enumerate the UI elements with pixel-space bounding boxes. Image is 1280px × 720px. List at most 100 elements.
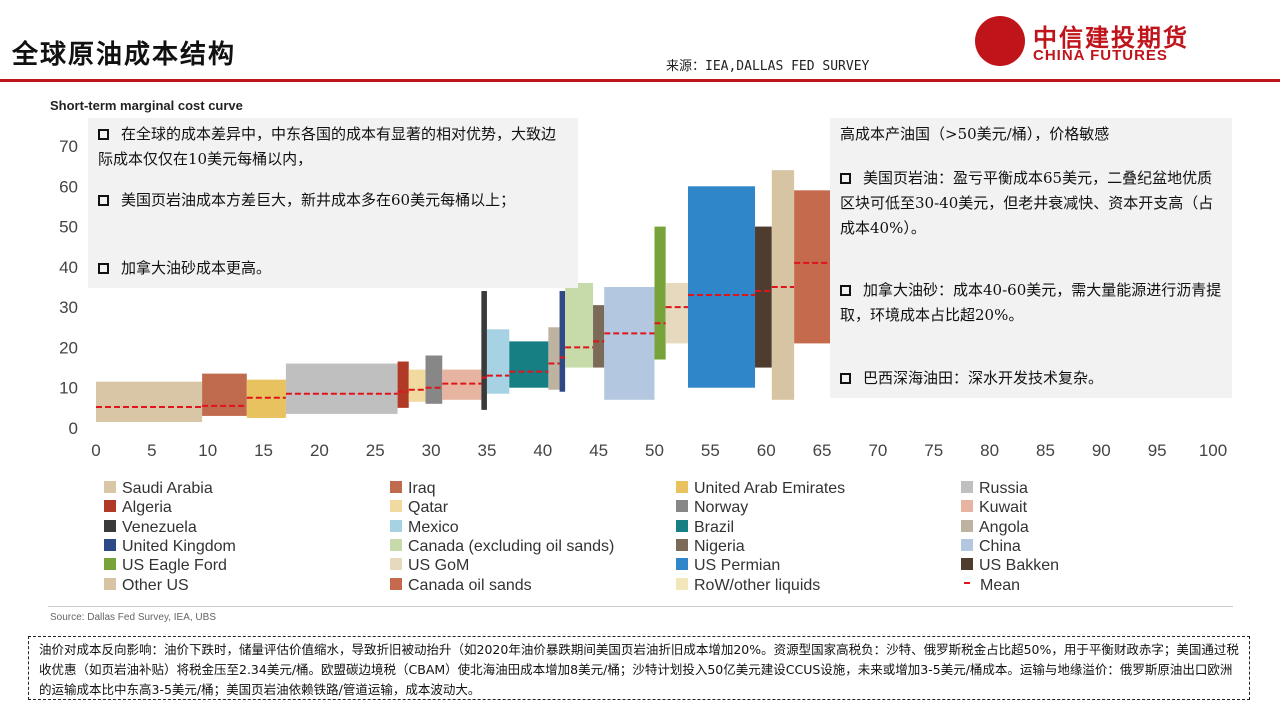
bar-russia	[285, 363, 398, 414]
x-tick-label: 45	[589, 441, 608, 460]
x-tick-label: 75	[924, 441, 943, 460]
left-callout-item-1: 在全球的成本差异中，中东各国的成本有显著的相对优势，大致边际成本仅仅在10美元每…	[98, 125, 557, 168]
legend-item: Norway	[676, 499, 748, 517]
legend-label: Iraq	[408, 480, 436, 497]
bar-nigeria	[593, 305, 605, 368]
bar-norway	[425, 355, 443, 404]
x-tick-label: 80	[980, 441, 999, 460]
bar-us-eagle-ford	[654, 226, 666, 360]
checkbox-icon	[840, 173, 851, 184]
legend-label: RoW/other liquids	[694, 576, 821, 594]
x-tick-label: 55	[701, 441, 720, 460]
legend-label: Venezuela	[122, 518, 197, 536]
x-tick-label: 0	[91, 441, 100, 460]
bar-canada-oil-sands	[794, 190, 834, 344]
checkbox-icon	[98, 263, 109, 274]
legend-item: Brazil	[676, 519, 734, 537]
legend-swatch	[104, 500, 116, 513]
legend-item: Mexico	[390, 519, 459, 537]
legend-label: China	[979, 537, 1021, 555]
x-tick-label: 65	[813, 441, 832, 460]
legend-item: Angola	[961, 519, 1029, 537]
legend-label: Brazil	[694, 518, 735, 536]
x-tick-label: 90	[1092, 441, 1111, 460]
legend-label: Mexico	[408, 518, 459, 536]
checkbox-icon	[840, 373, 851, 384]
source-divider	[48, 606, 1233, 607]
legend-label: United Arab Emirates	[694, 480, 846, 497]
bar-angola	[548, 327, 560, 390]
legend-swatch	[961, 558, 973, 571]
right-callout-item-2: 加拿大油砂：成本40-60美元，需大量能源进行沥青提取，环境成本占比超20%。	[840, 281, 1222, 324]
logo-emblem-icon	[975, 16, 1025, 66]
right-callout-item-1: 美国页岩油：盈亏平衡成本65美元，二叠纪盆地优质区块可低至30-40美元，但老井…	[840, 169, 1214, 237]
left-callout: 在全球的成本差异中，中东各国的成本有显著的相对优势，大致边际成本仅仅在10美元每…	[88, 118, 578, 288]
y-tick-label: 50	[59, 218, 78, 237]
bar-mexico	[486, 329, 510, 394]
bar-saudi-arabia	[96, 381, 203, 422]
x-tick-label: 30	[422, 441, 441, 460]
legend-item: Canada oil sands	[390, 577, 532, 595]
legend-label: US Permian	[694, 557, 781, 575]
bar-other-us	[771, 170, 795, 400]
right-callout: 高成本产油国（>50美元/桶），价格敏感 美国页岩油：盈亏平衡成本65美元，二叠…	[830, 118, 1232, 398]
bar-canada-excluding-oil-sands	[565, 282, 594, 368]
bar-algeria	[397, 361, 409, 408]
legend-swatch	[676, 519, 688, 532]
left-callout-item-3: 加拿大油砂成本更高。	[98, 256, 568, 281]
legend-swatch	[676, 558, 688, 571]
legend-item: Saudi Arabia	[104, 480, 213, 498]
bar-united-arab-emirates	[246, 379, 286, 418]
legend-swatch	[390, 558, 402, 571]
legend-item: United Arab Emirates	[676, 480, 845, 498]
legend-label: Algeria	[122, 499, 172, 517]
legend-label: Russia	[979, 480, 1028, 497]
legend-swatch	[104, 538, 116, 551]
x-tick-label: 70	[868, 441, 887, 460]
chart-heading: Short-term marginal cost curve	[50, 98, 243, 113]
legend-swatch	[390, 500, 402, 513]
right-callout-heading: 高成本产油国（>50美元/桶），价格敏感	[840, 125, 1110, 143]
legend-label: Kuwait	[979, 499, 1028, 517]
legend-swatch	[390, 538, 402, 551]
bar-qatar	[408, 369, 426, 402]
legend-label: US GoM	[408, 557, 470, 575]
legend-swatch	[961, 538, 973, 551]
x-tick-label: 95	[1148, 441, 1167, 460]
x-tick-label: 40	[533, 441, 552, 460]
checkbox-icon	[98, 129, 109, 140]
legend-item: Qatar	[390, 499, 448, 517]
legend-item: RoW/other liquids	[676, 577, 820, 595]
bar-us-permian	[688, 186, 756, 388]
legend-swatch	[104, 577, 116, 590]
legend-label: Canada (excluding oil sands)	[408, 537, 615, 555]
legend-item: Algeria	[104, 499, 172, 517]
legend-label: US Eagle Ford	[122, 557, 227, 575]
legend-swatch	[676, 538, 688, 551]
legend-swatch	[104, 519, 116, 532]
y-tick-label: 0	[69, 419, 78, 438]
x-tick-label: 5	[147, 441, 156, 460]
legend-label: Norway	[694, 499, 749, 517]
x-tick-label: 85	[1036, 441, 1055, 460]
legend-swatch	[961, 500, 973, 513]
company-logo: 中信建投期货 CHINA FUTURES	[975, 16, 1275, 71]
legend-item: Russia	[961, 480, 1028, 498]
left-callout-item-2: 美国页岩油成本方差巨大，新井成本多在60美元每桶以上；	[98, 188, 568, 213]
y-tick-label: 70	[59, 137, 78, 156]
y-tick-label: 20	[59, 338, 78, 357]
legend-swatch	[104, 558, 116, 571]
legend-item: US Permian	[676, 557, 780, 575]
footnote-box: 油价对成本反向影响：油价下跌时，储量评估价值缩水，导致折旧被动抬升（如2020年…	[28, 636, 1250, 700]
legend-label: US Bakken	[979, 557, 1060, 575]
legend-item: US Bakken	[961, 557, 1059, 575]
bar-united-kingdom	[559, 291, 566, 392]
legend-label: Saudi Arabia	[122, 480, 213, 497]
x-tick-label: 35	[477, 441, 496, 460]
chart-source: Source: Dallas Fed Survey, IEA, UBS	[50, 612, 216, 623]
bar-china	[604, 287, 655, 400]
data-source-label: 来源：IEA,DALLAS FED SURVEY	[666, 59, 870, 74]
legend-label: Qatar	[408, 499, 449, 517]
legend-item: Nigeria	[676, 538, 745, 556]
header-divider	[0, 79, 1280, 82]
